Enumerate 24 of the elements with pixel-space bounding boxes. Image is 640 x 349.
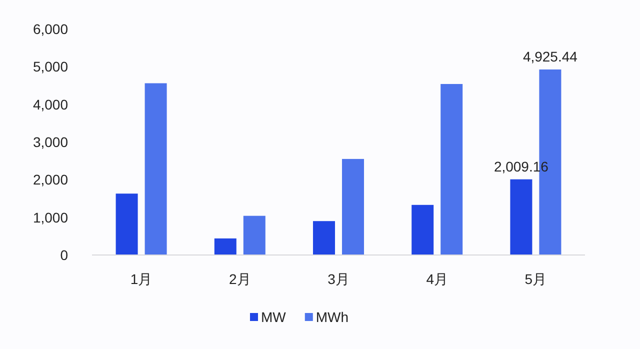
x-tick-label: 5月: [524, 271, 547, 287]
y-tick-label: 1,000: [32, 209, 68, 226]
y-tick-label: 0: [60, 247, 68, 263]
legend-label: MW: [261, 309, 287, 325]
bar: [440, 84, 463, 255]
bar: [412, 204, 434, 255]
y-tick-label: 3,000: [32, 134, 68, 150]
bar: [144, 83, 167, 255]
y-tick-label: 5,000: [32, 58, 68, 75]
x-tick-label: 1月: [130, 271, 152, 287]
x-tick-label: 2月: [229, 271, 251, 287]
bar: [510, 179, 532, 255]
data-label: 4,925.44: [522, 48, 578, 64]
bar: [116, 194, 138, 255]
x-tick-label: 3月: [328, 271, 350, 287]
bar: [342, 158, 364, 255]
bar: [313, 221, 335, 255]
x-tick-label: 4月: [426, 271, 448, 287]
bar: [243, 216, 266, 255]
y-tick-label: 2,000: [32, 172, 68, 188]
y-tick-label: 4,000: [32, 96, 68, 112]
y-tick-label: 6,000: [32, 21, 68, 37]
bar: [214, 238, 236, 255]
legend-label: MWh: [316, 309, 349, 325]
